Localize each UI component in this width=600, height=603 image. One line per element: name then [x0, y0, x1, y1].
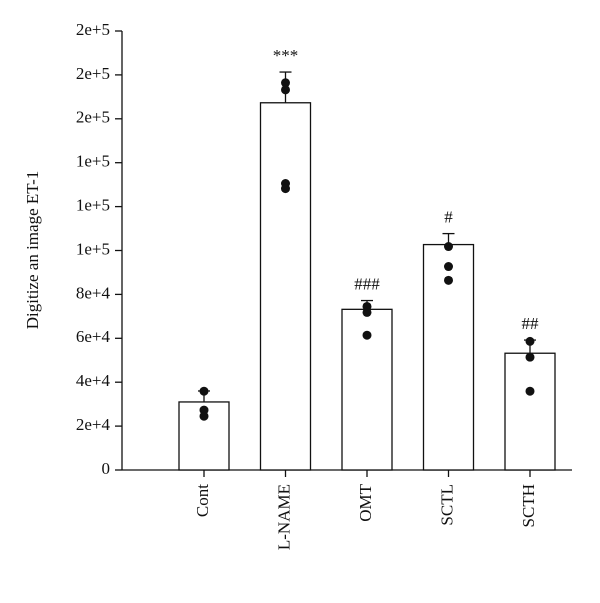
data-point [525, 352, 535, 362]
data-point [444, 275, 453, 285]
bar [504, 352, 556, 471]
y-tick-label: 1e+5 [76, 239, 110, 258]
significance-label: *** [273, 46, 299, 65]
y-tick-label: 4e+4 [76, 371, 111, 390]
x-tick-label: SCTL [437, 484, 456, 526]
y-tick-label: 6e+4 [76, 327, 111, 346]
y-axis-label: Digitize an image ET-1 [23, 171, 42, 329]
x-tick-label: OMT [356, 483, 375, 521]
data-point [362, 307, 372, 317]
data-point [199, 411, 209, 421]
x-tick-label: L-NAME [274, 484, 293, 550]
significance-label: ### [354, 274, 380, 293]
bar [178, 401, 230, 471]
data-point [362, 330, 372, 340]
bar [259, 102, 312, 471]
data-point [281, 85, 290, 95]
data-point [525, 336, 535, 346]
x-tick-label: SCTH [519, 484, 538, 527]
data-point [199, 386, 209, 396]
y-tick-label: 1e+5 [76, 152, 110, 171]
y-tick-label: 0 [102, 459, 111, 478]
y-tick-label: 2e+4 [76, 415, 111, 434]
data-point [281, 78, 290, 88]
y-tick-label: 1e+5 [76, 196, 110, 215]
y-tick-label: 2e+5 [76, 20, 110, 39]
data-point [525, 386, 535, 396]
data-point [281, 184, 290, 194]
data-point [444, 242, 453, 252]
y-tick-label: 8e+4 [76, 283, 111, 302]
significance-label: ## [522, 314, 540, 333]
data-point [444, 262, 453, 272]
y-tick-label: 2e+5 [76, 108, 110, 127]
x-tick-label: Cont [193, 484, 212, 517]
y-tick-label: 2e+5 [76, 64, 110, 83]
significance-label: # [444, 208, 453, 227]
